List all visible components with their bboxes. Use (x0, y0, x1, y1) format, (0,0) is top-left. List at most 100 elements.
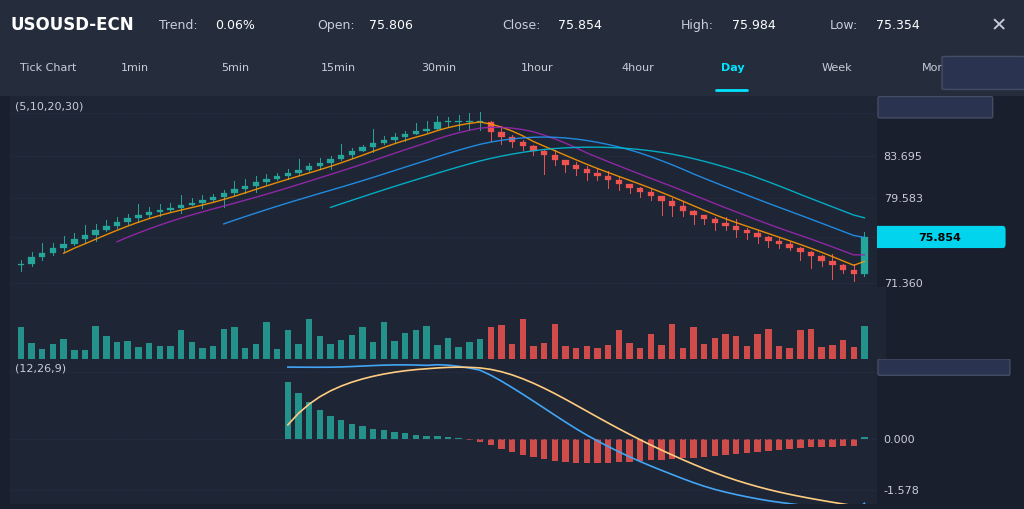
Bar (402, 434, 409, 439)
Bar (499, 439, 505, 449)
Bar (359, 427, 366, 439)
Bar (818, 347, 825, 359)
Bar (562, 161, 568, 165)
Bar (306, 319, 312, 359)
Bar (92, 326, 99, 359)
Text: MA  ∨: MA ∨ (967, 66, 999, 76)
Bar (157, 347, 163, 359)
Bar (359, 328, 366, 359)
FancyBboxPatch shape (878, 359, 1010, 376)
Bar (733, 439, 739, 454)
Text: High:: High: (681, 19, 714, 32)
Bar (712, 439, 718, 456)
Bar (627, 343, 633, 359)
Bar (82, 235, 88, 240)
Bar (220, 194, 227, 197)
Bar (499, 326, 505, 359)
Bar (615, 181, 622, 185)
Bar (413, 132, 419, 135)
Bar (808, 330, 814, 359)
Text: 83.695: 83.695 (884, 152, 923, 161)
Text: 2.094: 2.094 (884, 367, 915, 377)
Text: 0.06%: 0.06% (215, 19, 255, 32)
Bar (552, 156, 558, 161)
Bar (125, 219, 131, 222)
Bar (572, 439, 580, 463)
Bar (808, 252, 814, 257)
Bar (135, 216, 141, 219)
Bar (103, 227, 110, 231)
Bar (178, 330, 184, 359)
Bar (605, 177, 611, 181)
Bar (690, 439, 696, 458)
Bar (477, 122, 483, 123)
Bar (60, 244, 67, 249)
Bar (562, 347, 568, 359)
Bar (167, 208, 174, 211)
Bar (114, 222, 120, 227)
Bar (519, 143, 526, 147)
Bar (381, 140, 387, 144)
Bar (509, 345, 515, 359)
Bar (829, 262, 836, 266)
Bar (637, 349, 643, 359)
Text: Trend:: Trend: (159, 19, 198, 32)
Bar (167, 347, 174, 359)
Bar (743, 346, 751, 359)
Bar (487, 439, 494, 445)
Bar (295, 393, 302, 439)
Bar (797, 331, 804, 359)
Bar (840, 439, 846, 446)
Bar (306, 167, 312, 171)
Bar (328, 160, 334, 164)
Bar (572, 165, 580, 169)
Bar (17, 327, 25, 359)
Bar (722, 439, 729, 455)
Text: MACD  ∨: MACD ∨ (922, 362, 970, 373)
Bar (370, 343, 377, 359)
Bar (840, 266, 846, 270)
Bar (370, 144, 377, 148)
Bar (840, 340, 846, 359)
Bar (712, 338, 718, 359)
Bar (135, 348, 141, 359)
Bar (370, 429, 377, 439)
Bar (424, 129, 430, 132)
Bar (701, 439, 708, 457)
FancyBboxPatch shape (873, 227, 1006, 248)
Bar (797, 439, 804, 448)
Bar (776, 346, 782, 359)
Text: (5,10,20,30): (5,10,20,30) (14, 101, 83, 111)
Bar (786, 349, 793, 359)
Bar (701, 216, 708, 220)
Bar (285, 382, 291, 439)
Bar (306, 403, 312, 439)
Text: ✕: ✕ (990, 16, 1007, 35)
Bar (584, 347, 590, 359)
Bar (509, 439, 515, 452)
Bar (755, 334, 761, 359)
Bar (861, 238, 867, 274)
Bar (231, 190, 238, 194)
Bar (733, 336, 739, 359)
Bar (60, 340, 67, 359)
Bar (391, 432, 397, 439)
Bar (349, 424, 355, 439)
Bar (114, 342, 120, 359)
Bar (808, 439, 814, 447)
Bar (487, 327, 494, 359)
Bar (103, 336, 110, 359)
Bar (145, 343, 153, 359)
Bar (755, 439, 761, 451)
Bar (530, 147, 537, 151)
Bar (242, 186, 249, 190)
Text: 1hour: 1hour (521, 63, 554, 73)
Bar (861, 438, 867, 439)
Bar (680, 206, 686, 211)
Bar (50, 345, 56, 359)
Bar (434, 123, 440, 129)
Bar (466, 122, 472, 123)
Text: -1.578: -1.578 (884, 485, 920, 495)
Bar (231, 328, 238, 359)
Text: Month: Month (922, 63, 956, 73)
